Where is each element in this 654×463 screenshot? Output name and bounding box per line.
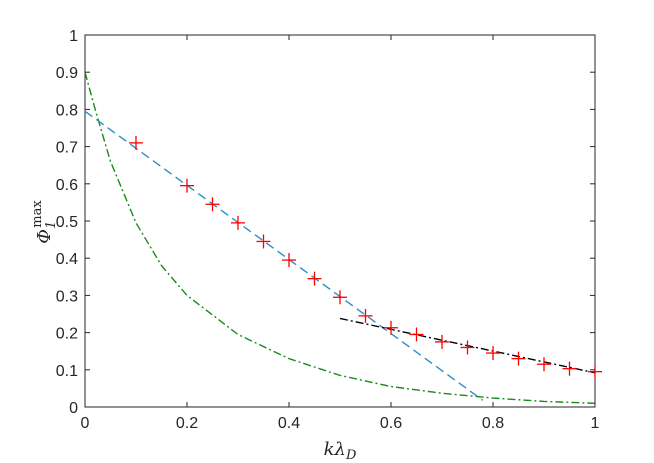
y-tick-label: 0.3	[56, 288, 78, 305]
y-tick-label: 0.7	[56, 140, 78, 157]
x-tick-label: 0.2	[176, 415, 198, 432]
data-point-plus	[384, 320, 398, 335]
y-tick-label: 0.9	[56, 65, 78, 82]
data-point-plus	[180, 178, 194, 193]
y-tick-label: 1	[69, 28, 78, 45]
y-tick-label: 0.4	[56, 251, 78, 268]
y-axis-label: Φ1max	[30, 200, 59, 244]
data-point-plus	[256, 234, 271, 249]
data-point-plus	[358, 308, 373, 323]
data-point-plus	[205, 197, 220, 212]
x-tick-label: 0.4	[278, 415, 300, 432]
x-tick-label: 0	[81, 415, 90, 432]
series-markers	[129, 135, 602, 379]
data-point-plus	[537, 357, 551, 372]
data-point-plus	[231, 215, 245, 230]
data-point-plus	[511, 351, 526, 366]
y-tick-label: 0.6	[56, 177, 78, 194]
svg-text:Φ1max: Φ1max	[30, 200, 59, 244]
data-point-plus	[282, 253, 296, 268]
series-dashdot-line	[84, 72, 596, 404]
x-tick-label: 1	[591, 415, 600, 432]
axes-box	[84, 34, 596, 408]
y-tick-label: 0.5	[56, 214, 78, 231]
series-dashed-line	[84, 110, 484, 401]
data-point-plus	[486, 346, 500, 361]
x-tick-label: 0.6	[380, 415, 402, 432]
y-tick-label: 0	[69, 400, 78, 417]
ticks-layer: 0 0.2 0.4 0.6 0.8 1 0 0.1 0.2 0.3 0.4 0.5 0.6 0.7 0.8 0…	[56, 28, 600, 432]
data-point-plus	[409, 327, 424, 342]
data-point-plus	[435, 334, 449, 349]
data-point-plus	[307, 271, 322, 286]
x-tick-label: 0.8	[482, 415, 504, 432]
x-axis-label: kλD	[324, 439, 357, 463]
data-point-plus	[333, 290, 347, 305]
y-tick-label: 0.2	[56, 326, 78, 343]
y-tick-label: 0.1	[56, 363, 78, 380]
series-layer	[84, 72, 602, 404]
y-tick-label: 0.8	[56, 102, 78, 119]
data-point-plus	[562, 361, 577, 376]
data-point-plus	[460, 340, 475, 355]
plot-frame	[84, 34, 596, 408]
data-point-plus	[129, 135, 143, 150]
data-point-plus	[588, 364, 602, 379]
